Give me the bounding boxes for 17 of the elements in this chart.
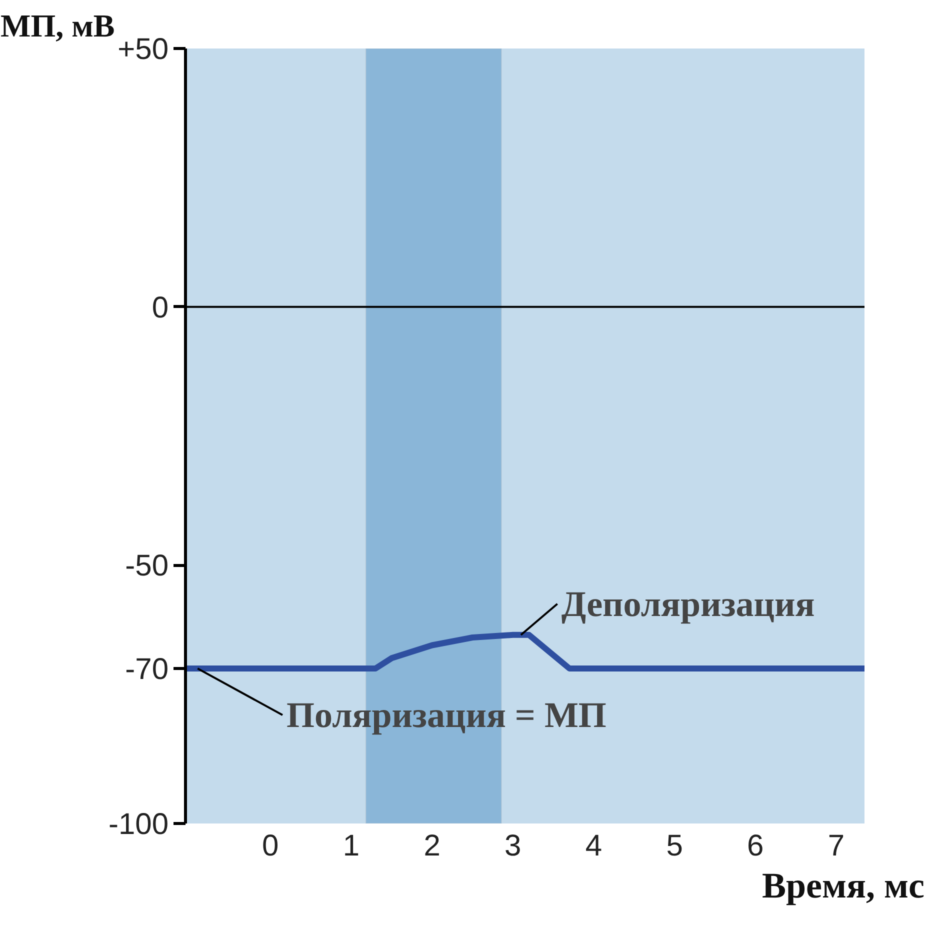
y-tick-label: -70 <box>125 653 168 686</box>
y-tick-label: -50 <box>125 550 168 583</box>
y-tick-label: 0 <box>152 291 169 324</box>
x-axis-title: Время, мс <box>762 866 925 906</box>
x-tick-label: 2 <box>424 830 440 862</box>
annotation: Поляризация = МП <box>286 695 606 735</box>
y-axis-title: МП, мВ <box>0 8 115 44</box>
x-tick-label: 1 <box>342 830 360 862</box>
annotation: Деполяризация <box>561 584 815 624</box>
x-tick-label: 4 <box>585 830 602 862</box>
x-tick-label: 7 <box>828 830 845 862</box>
x-tick-label: 0 <box>262 830 279 862</box>
y-tick-label: -100 <box>108 808 169 841</box>
x-tick-label: 3 <box>504 830 522 862</box>
x-tick-label: 6 <box>747 830 764 862</box>
y-tick-label: +50 <box>118 33 168 66</box>
x-tick-label: 5 <box>666 830 683 862</box>
